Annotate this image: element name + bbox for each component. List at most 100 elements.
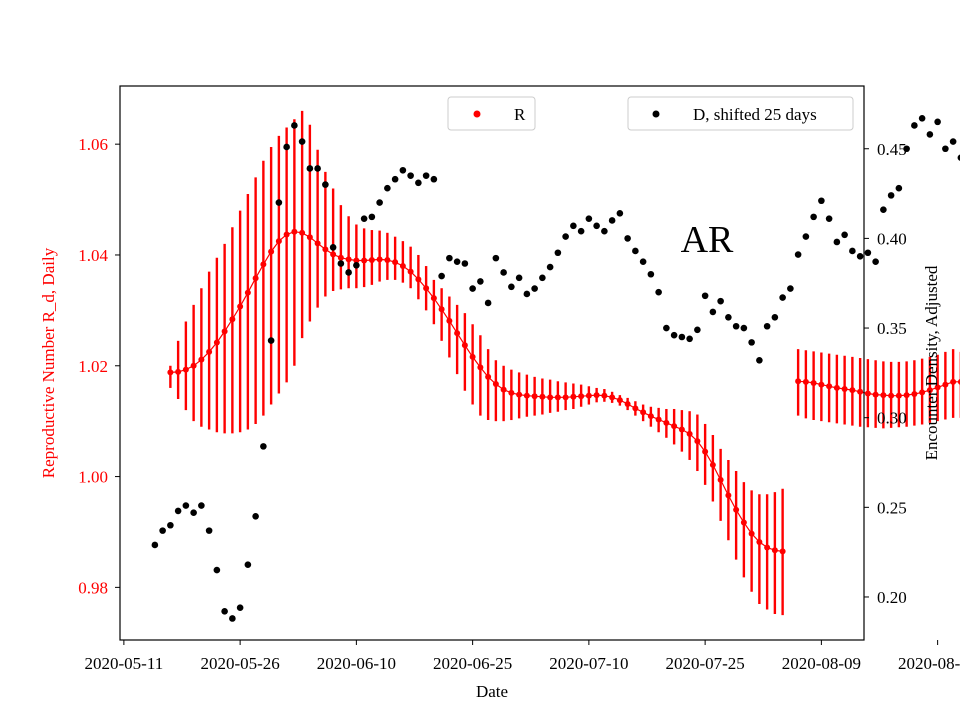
d-series-point bbox=[717, 297, 724, 305]
r-series-point bbox=[345, 256, 352, 263]
d-series-point bbox=[562, 233, 569, 240]
r-late-series-point bbox=[919, 389, 926, 396]
d-series-point bbox=[422, 172, 430, 179]
d-series-point bbox=[686, 335, 693, 343]
d-series-point bbox=[291, 122, 298, 129]
r-series-point bbox=[756, 538, 763, 545]
d-series-point bbox=[647, 270, 655, 278]
r-series-point bbox=[678, 426, 685, 433]
r-series-point bbox=[531, 393, 538, 400]
r-series-point bbox=[477, 364, 484, 371]
d-series-point bbox=[771, 313, 779, 321]
x-tick-label: 2020-05-26 bbox=[200, 654, 279, 673]
r-series-point bbox=[748, 530, 755, 537]
d-series-point bbox=[500, 269, 507, 276]
d-series-point bbox=[632, 247, 639, 255]
r-series-point bbox=[694, 438, 701, 445]
r-late-series-point bbox=[903, 392, 910, 399]
r-late-series-point bbox=[795, 378, 802, 385]
d-series-point bbox=[407, 172, 414, 179]
r-late-series-point bbox=[872, 391, 879, 398]
d-series-point bbox=[244, 561, 252, 568]
d-series-point bbox=[554, 249, 562, 257]
r-series-point bbox=[353, 257, 360, 264]
d-series-point bbox=[926, 131, 934, 138]
d-series-point bbox=[856, 253, 864, 260]
r-series-point bbox=[485, 373, 492, 380]
d-series-point bbox=[267, 337, 275, 344]
r-series-point bbox=[702, 448, 709, 455]
r-series-point bbox=[469, 353, 476, 360]
d-series-point bbox=[174, 507, 182, 515]
plot-area bbox=[151, 110, 960, 622]
d-series-point bbox=[298, 138, 306, 145]
x-tick-label: 2020-07-25 bbox=[665, 654, 744, 673]
r-series-point bbox=[175, 368, 182, 375]
d-series-point bbox=[655, 288, 662, 296]
r-series-point bbox=[330, 251, 337, 258]
d-series-point bbox=[329, 244, 337, 251]
r-series-point bbox=[299, 229, 306, 236]
d-series-point bbox=[469, 285, 476, 292]
r-series-point bbox=[376, 256, 383, 263]
r-series-point bbox=[384, 256, 391, 263]
d-series-point bbox=[763, 322, 771, 330]
d-series-point bbox=[415, 179, 422, 187]
r-series-point bbox=[554, 394, 561, 401]
r-series-point bbox=[616, 397, 623, 404]
r-late-series-point bbox=[826, 383, 833, 390]
d-series-point bbox=[949, 138, 957, 145]
r-series-point bbox=[190, 362, 197, 369]
d-series-point bbox=[616, 209, 624, 217]
r-series-point bbox=[337, 254, 344, 261]
d-series-point bbox=[585, 215, 593, 222]
d-series-point bbox=[833, 238, 841, 246]
d-series-point bbox=[756, 357, 763, 364]
d-series-point bbox=[151, 541, 159, 549]
d-series-point bbox=[957, 154, 960, 161]
d-series-point bbox=[430, 175, 438, 183]
d-series-point bbox=[787, 285, 794, 292]
d-series-point bbox=[802, 233, 810, 240]
r-series-point bbox=[632, 405, 639, 412]
r-late-series-point bbox=[833, 384, 840, 391]
legend-r-label: R bbox=[514, 105, 526, 124]
left-y-axis-label: Reproductive Number R_d, Daily bbox=[39, 247, 58, 478]
r-series-point bbox=[647, 413, 654, 420]
left-y-tick-label: 1.00 bbox=[78, 468, 108, 487]
d-series-point bbox=[887, 192, 895, 199]
d-series-point bbox=[376, 199, 383, 206]
r-series-point bbox=[500, 386, 507, 393]
d-series-point bbox=[275, 199, 283, 206]
d-series-point bbox=[198, 502, 205, 509]
r-series-point bbox=[516, 391, 523, 398]
d-series-point bbox=[306, 165, 314, 172]
r-series-point bbox=[593, 392, 600, 399]
r-series-point bbox=[570, 393, 577, 400]
r-late-series-point bbox=[841, 386, 848, 393]
r-series-point bbox=[206, 348, 213, 355]
left-y-tick-label: 1.02 bbox=[78, 357, 108, 376]
d-series-point bbox=[322, 181, 329, 188]
d-series-point bbox=[872, 258, 879, 266]
r-series-point bbox=[368, 256, 375, 263]
d-series-point bbox=[159, 527, 166, 534]
r-late-series-line bbox=[798, 380, 960, 397]
legend-r-marker bbox=[473, 110, 481, 118]
r-late-series-point bbox=[818, 381, 825, 388]
d-series-point bbox=[391, 175, 399, 183]
r-late-series-point bbox=[895, 392, 902, 399]
r-series-point bbox=[423, 285, 430, 292]
right-y-tick-label: 0.30 bbox=[877, 409, 907, 428]
legend-d-label: D, shifted 25 days bbox=[693, 105, 817, 124]
d-series-point bbox=[740, 324, 748, 332]
d-series-point bbox=[461, 260, 469, 267]
d-series-point bbox=[353, 261, 360, 269]
r-series-point bbox=[446, 317, 453, 324]
right-y-tick-label: 0.20 bbox=[877, 588, 907, 607]
r-series-point bbox=[221, 328, 228, 335]
r-series-point bbox=[283, 231, 290, 238]
r-late-series-point bbox=[849, 387, 856, 394]
d-series-point bbox=[337, 260, 345, 267]
r-series-point bbox=[244, 289, 251, 296]
